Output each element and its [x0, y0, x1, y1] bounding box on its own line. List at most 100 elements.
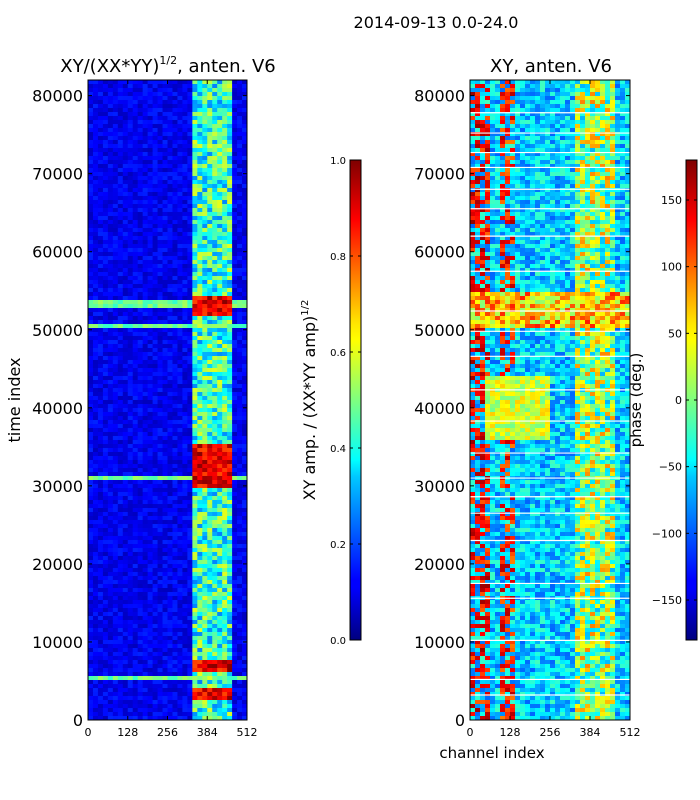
amplitude-heatmap-cell	[92, 428, 99, 433]
amplitude-heatmap-cell	[197, 488, 203, 493]
amplitude-heatmap-cell	[88, 336, 94, 341]
amplitude-heatmap-cell	[142, 580, 149, 585]
amplitude-heatmap-cell	[222, 208, 228, 213]
amplitude-heatmap-cell	[242, 164, 247, 169]
amplitude-heatmap-cell	[92, 524, 99, 529]
amplitude-heatmap-cell	[202, 88, 208, 93]
amplitude-heatmap-cell	[152, 688, 159, 693]
amplitude-heatmap-cell	[232, 284, 238, 289]
amplitude-heatmap-cell	[202, 528, 208, 533]
amplitude-heatmap-cell	[222, 424, 228, 429]
amplitude-heatmap-cell	[172, 492, 178, 497]
amplitude-heatmap-cell	[88, 240, 94, 245]
amplitude-heatmap-cell	[92, 612, 99, 617]
amplitude-heatmap-cell	[222, 400, 228, 405]
amplitude-heatmap-cell	[197, 460, 203, 465]
amplitude-heatmap-cell	[102, 260, 109, 265]
amplitude-heatmap-cell	[192, 172, 198, 177]
amplitude-heatmap-cell	[132, 296, 139, 301]
amplitude-heatmap-cell	[212, 496, 218, 501]
amplitude-heatmap-cell	[88, 700, 94, 705]
amplitude-heatmap-cell	[227, 360, 233, 365]
amplitude-heatmap-cell	[102, 256, 109, 261]
amplitude-heatmap-cell	[182, 688, 188, 693]
amplitude-heatmap-cell	[237, 88, 243, 93]
amplitude-heatmap-cell	[127, 112, 134, 117]
amplitude-heatmap-cell	[142, 308, 149, 313]
amplitude-heatmap-cell	[222, 664, 228, 669]
amplitude-heatmap-cell	[237, 528, 243, 533]
amplitude-heatmap-cell	[172, 224, 178, 229]
amplitude-heatmap-cell	[112, 204, 119, 209]
amplitude-heatmap-cell	[97, 632, 104, 637]
amplitude-heatmap-cell	[227, 616, 233, 621]
amplitude-heatmap-cell	[97, 680, 104, 685]
amplitude-heatmap-cell	[102, 384, 109, 389]
amplitude-heatmap-cell	[132, 552, 139, 557]
amplitude-heatmap-cell	[132, 148, 139, 153]
amplitude-heatmap-cell	[172, 188, 178, 193]
amplitude-heatmap-cell	[102, 636, 109, 641]
amplitude-heatmap-cell	[112, 516, 119, 521]
amplitude-heatmap-cell	[117, 408, 124, 413]
amplitude-heatmap-cell	[192, 92, 198, 97]
amplitude-heatmap-cell	[242, 632, 247, 637]
amplitude-heatmap-cell	[227, 228, 233, 233]
amplitude-heatmap-cell	[172, 148, 178, 153]
amplitude-heatmap-cell	[232, 220, 238, 225]
amplitude-heatmap-cell	[212, 692, 218, 697]
amplitude-heatmap-cell	[137, 140, 144, 145]
amplitude-heatmap-cell	[232, 444, 238, 449]
amplitude-heatmap-cell	[142, 648, 149, 653]
amplitude-heatmap-cell	[122, 580, 129, 585]
amplitude-heatmap-cell	[207, 172, 213, 177]
amplitude-heatmap-cell	[182, 228, 188, 233]
amplitude-heatmap-cell	[142, 488, 149, 493]
amplitude-heatmap-cell	[97, 652, 104, 657]
amplitude-heatmap-cell	[122, 132, 129, 137]
amplitude-heatmap-cell	[162, 572, 168, 577]
amplitude-heatmap-cell	[237, 280, 243, 285]
amplitude-heatmap-cell	[107, 192, 114, 197]
amplitude-heatmap-cell	[227, 396, 233, 401]
amplitude-heatmap-cell	[167, 164, 173, 169]
amplitude-heatmap-cell	[237, 676, 243, 681]
amplitude-heatmap-cell	[227, 128, 233, 133]
amplitude-heatmap-cell	[112, 104, 119, 109]
amplitude-heatmap-cell	[232, 428, 238, 433]
amplitude-heatmap-cell	[117, 212, 124, 217]
amplitude-heatmap-cell	[212, 488, 218, 493]
amplitude-heatmap-cell	[117, 540, 124, 545]
amplitude-heatmap-cell	[137, 144, 144, 149]
amplitude-heatmap-cell	[132, 540, 139, 545]
amplitude-heatmap-cell	[137, 84, 144, 89]
amplitude-heatmap-cell	[187, 480, 193, 485]
amplitude-heatmap-cell	[212, 616, 218, 621]
amplitude-heatmap-cell	[172, 536, 178, 541]
amplitude-heatmap-cell	[187, 408, 193, 413]
amplitude-heatmap-cell	[97, 348, 104, 353]
amplitude-heatmap-cell	[197, 616, 203, 621]
amplitude-heatmap-cell	[137, 384, 144, 389]
amplitude-heatmap-cell	[237, 560, 243, 565]
amplitude-heatmap-cell	[127, 376, 134, 381]
amplitude-heatmap-cell	[192, 528, 198, 533]
amplitude-heatmap-cell	[137, 676, 144, 681]
amplitude-heatmap-cell	[92, 568, 99, 573]
amplitude-heatmap-cell	[207, 296, 213, 301]
amplitude-heatmap-cell	[127, 104, 134, 109]
amplitude-heatmap-cell	[192, 504, 198, 509]
amplitude-heatmap-cell	[162, 360, 168, 365]
amplitude-heatmap-cell	[182, 464, 188, 469]
amplitude-heatmap-cell	[127, 84, 134, 89]
amplitude-heatmap-cell	[157, 220, 164, 225]
amplitude-heatmap-cell	[237, 200, 243, 205]
amplitude-heatmap-cell	[172, 412, 178, 417]
amplitude-heatmap-cell	[102, 388, 109, 393]
amplitude-heatmap-cell	[162, 100, 168, 105]
amplitude-heatmap-cell	[222, 108, 228, 113]
amplitude-heatmap-cell	[222, 220, 228, 225]
amplitude-heatmap-cell	[117, 372, 124, 377]
amplitude-heatmap-cell	[187, 360, 193, 365]
amplitude-heatmap-cell	[202, 524, 208, 529]
